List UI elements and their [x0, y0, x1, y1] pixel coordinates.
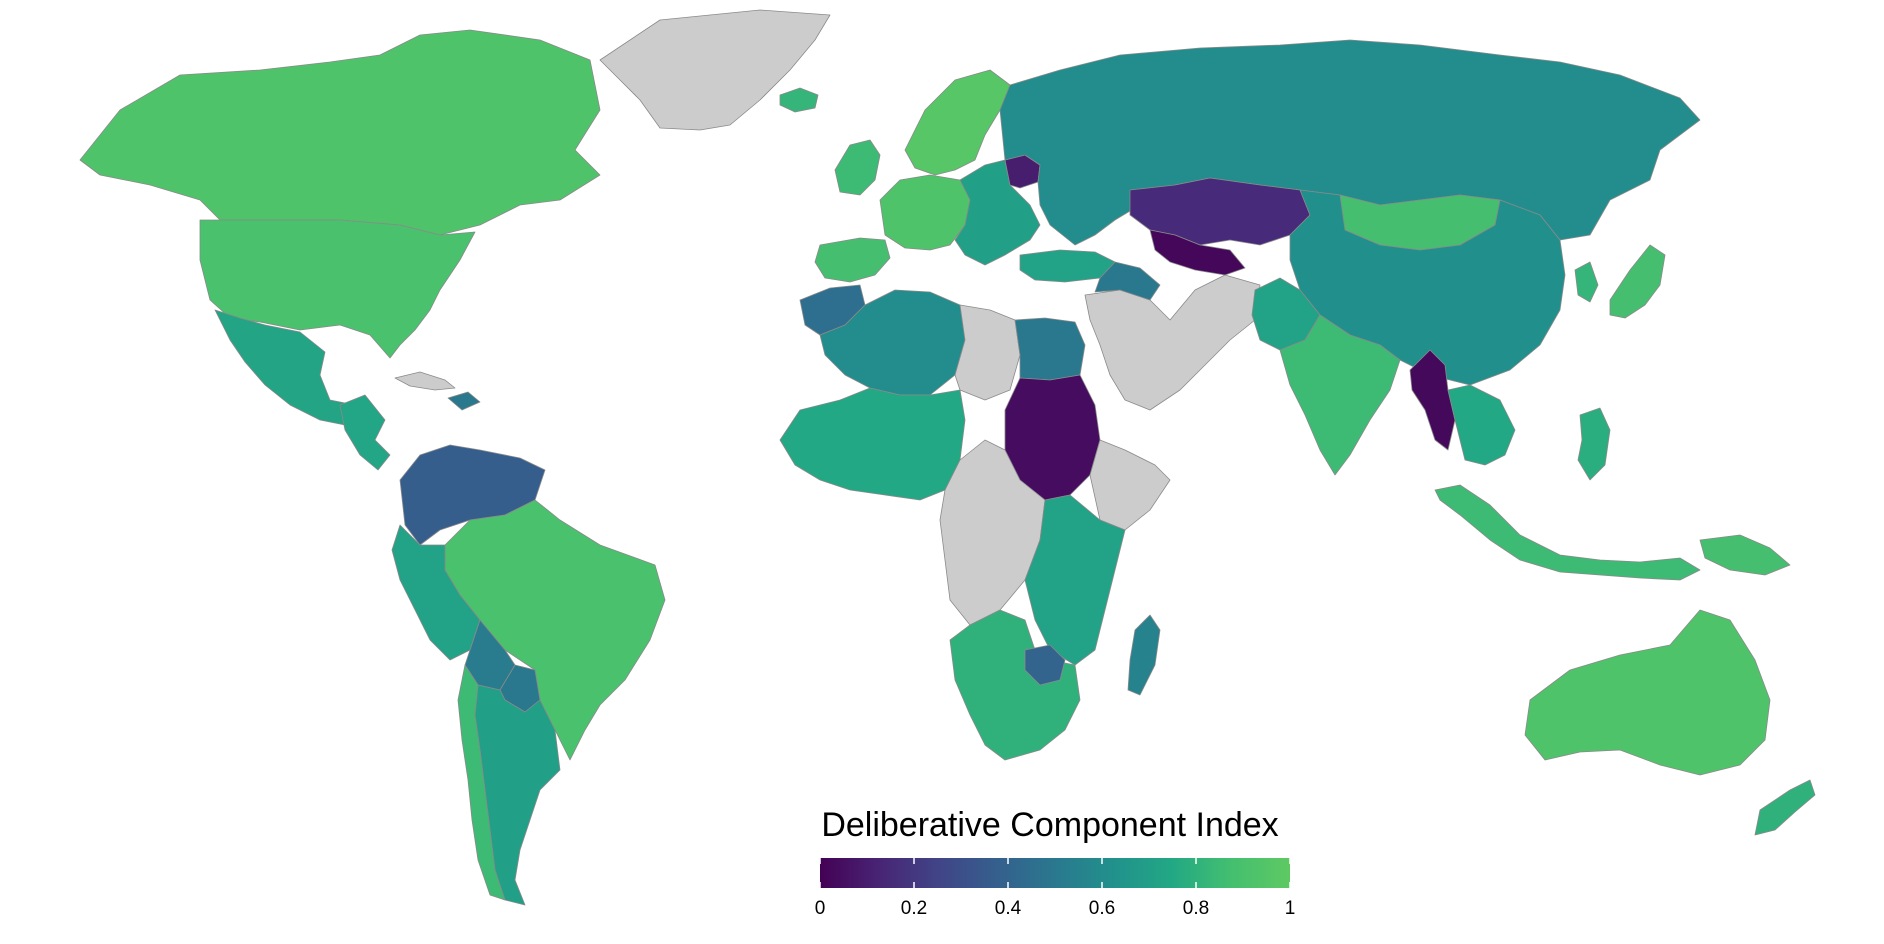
country-west-africa[interactable]	[779, 387, 966, 501]
country-libya[interactable]	[954, 304, 1021, 401]
country-turkmenistan[interactable]	[1149, 229, 1246, 276]
country-japan[interactable]	[1609, 244, 1666, 319]
country-philippines[interactable]	[1577, 407, 1611, 481]
country-uk-ireland[interactable]	[834, 139, 881, 196]
country-central-america[interactable]	[339, 394, 391, 471]
country-caribbean[interactable]	[447, 391, 481, 411]
country-ethiopia-horn[interactable]	[1089, 439, 1171, 531]
color-legend: Deliberative Component Index 0 0.2 0.4 0.6 0…	[815, 806, 1296, 919]
country-new-zealand[interactable]	[1754, 779, 1816, 836]
legend-ticks: 0 0.2 0.4 0.6 0.8 1	[815, 858, 1296, 919]
country-syria-iraq[interactable]	[1094, 261, 1161, 301]
legend-tick-label: 0.8	[1183, 898, 1209, 919]
country-shapes	[79, 9, 1816, 906]
country-myanmar[interactable]	[1409, 349, 1456, 451]
country-egypt[interactable]	[1014, 317, 1086, 381]
country-chile[interactable]	[457, 664, 506, 901]
legend-tick-label: 0.2	[901, 898, 927, 919]
country-southeast-asia[interactable]	[1447, 384, 1516, 466]
legend-colorbar	[820, 858, 1290, 888]
legend-tick-label: 0	[815, 898, 826, 919]
country-southern-africa[interactable]	[949, 609, 1081, 761]
country-madagascar[interactable]	[1127, 614, 1161, 696]
country-scandinavia[interactable]	[904, 69, 1011, 176]
legend-tick-label: 1	[1285, 898, 1296, 919]
country-iberia[interactable]	[814, 237, 891, 283]
country-iceland[interactable]	[779, 87, 819, 113]
country-korea[interactable]	[1574, 261, 1599, 303]
country-cuba[interactable]	[394, 371, 456, 391]
country-greenland[interactable]	[599, 9, 831, 131]
country-east-africa[interactable]	[1024, 494, 1126, 666]
country-australia[interactable]	[1524, 609, 1771, 776]
country-indonesia[interactable]	[1434, 484, 1701, 581]
legend-tick-label: 0.6	[1089, 898, 1115, 919]
country-middle-east[interactable]	[1084, 274, 1261, 411]
legend-tick-label: 0.4	[995, 898, 1022, 919]
country-india[interactable]	[1279, 314, 1401, 476]
country-papua[interactable]	[1699, 534, 1791, 576]
country-canada[interactable]	[79, 29, 601, 236]
country-zimbabwe[interactable]	[1024, 644, 1066, 686]
legend-title: Deliberative Component Index	[821, 806, 1278, 844]
country-sudan[interactable]	[1004, 374, 1101, 501]
